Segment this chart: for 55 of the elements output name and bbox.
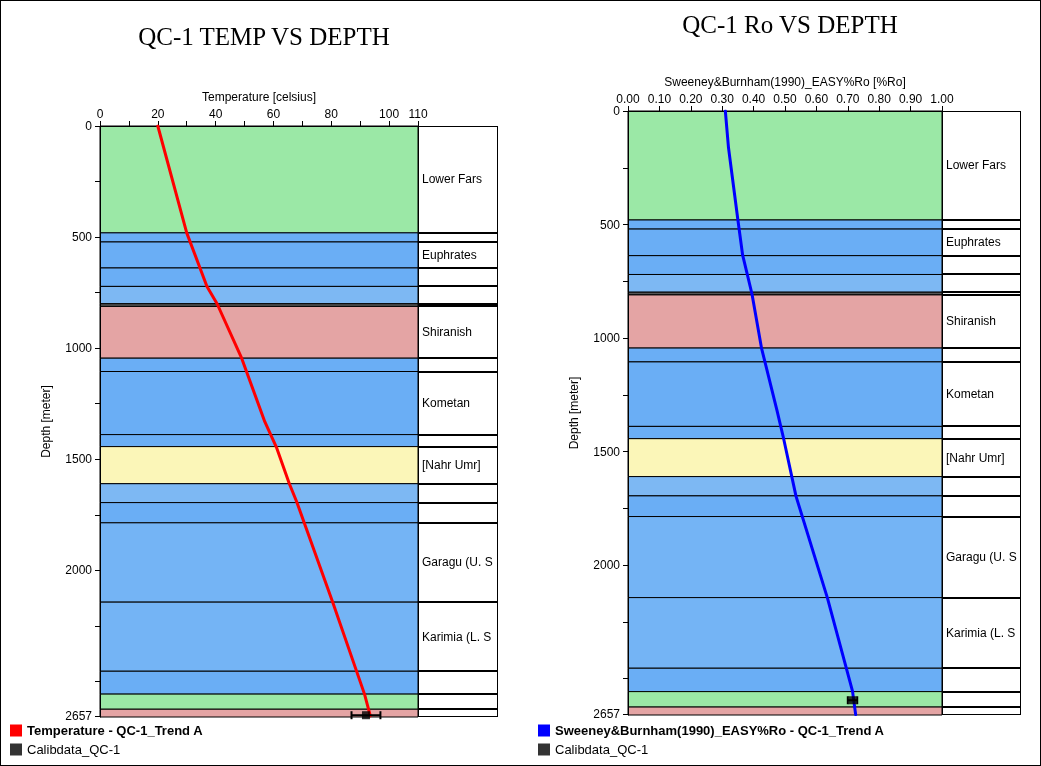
y-tick-label: 2000 — [593, 558, 621, 573]
x-tick-label: 0.80 — [867, 92, 892, 106]
band-label: Karimia (L. S — [422, 629, 492, 644]
y-tick-label: 1500 — [65, 452, 93, 467]
band-label: [Nahr Umr] — [422, 458, 481, 473]
y-axis-title: Depth [meter] — [567, 376, 581, 450]
chart-title: QC-1 TEMP VS DEPTH — [138, 23, 390, 50]
x-tick-label: 0 — [96, 107, 104, 121]
legend-label: Calibdata_QC-1 — [27, 742, 121, 757]
y-tick-label: 2657 — [593, 707, 621, 722]
band-label: Garagu (U. S — [946, 550, 1017, 565]
band-label: Kometan — [946, 387, 995, 402]
band-label: Shiranish — [422, 325, 473, 340]
band-label: [Nahr Umr] — [946, 450, 1005, 465]
x-tick-label: 0.50 — [773, 92, 797, 106]
band-label: Kometan — [422, 396, 471, 411]
band-label: Lower Fars — [422, 172, 483, 187]
y-tick-label: 1000 — [593, 331, 621, 346]
x-tick-label: 0.30 — [710, 92, 735, 106]
x-axis-title: Sweeney&Burnham(1990)_EASY%Ro [%Ro] — [664, 75, 906, 90]
x-tick-label: 80 — [324, 107, 339, 121]
x-tick-label: 0.10 — [647, 92, 672, 106]
y-tick-label: 500 — [599, 217, 621, 232]
x-tick-label: 0.40 — [741, 92, 766, 106]
x-tick-label: 20 — [151, 107, 165, 121]
x-axis-title: Temperature [celsius] — [201, 90, 317, 105]
x-tick-label: 0.60 — [804, 92, 829, 106]
y-axis-title: Depth [meter] — [39, 385, 53, 458]
x-tick-label: 100 — [379, 107, 400, 121]
x-tick-label: 110 — [408, 107, 428, 121]
x-tick-label: 0.20 — [679, 92, 703, 106]
band-label: Garagu (U. S — [422, 555, 493, 570]
band-label: Lower Fars — [946, 158, 1007, 173]
line-series — [156, 124, 372, 718]
y-tick-label: 2000 — [65, 563, 93, 578]
band-label: Euphrates — [422, 247, 477, 262]
y-tick-label: 1500 — [593, 444, 621, 459]
x-tick-label: 40 — [208, 107, 223, 121]
y-tick-label: 500 — [71, 230, 93, 245]
band-label: Shiranish — [946, 314, 997, 329]
band-label: Euphrates — [946, 235, 1001, 250]
band-label: Karimia (L. S — [946, 625, 1016, 640]
line-series — [723, 109, 858, 717]
x-tick-label: 0.70 — [836, 92, 860, 106]
y-tick-label: 1000 — [65, 341, 93, 356]
legend-label: Temperature - QC-1_Trend A — [27, 723, 204, 738]
y-tick-label: 0 — [85, 119, 93, 133]
x-tick-label: 0.00 — [616, 92, 640, 106]
chart-title: QC-1 Ro VS DEPTH — [682, 11, 898, 38]
x-tick-label: 60 — [266, 107, 281, 121]
x-tick-label: 1.00 — [930, 92, 954, 106]
y-tick-label: 2657 — [65, 709, 93, 724]
legend-label: Calibdata_QC-1 — [555, 742, 649, 757]
x-tick-label: 0.90 — [898, 92, 923, 106]
legend-label: Sweeney&Burnham(1990)_EASY%Ro - QC-1_Trend A — [555, 723, 885, 738]
